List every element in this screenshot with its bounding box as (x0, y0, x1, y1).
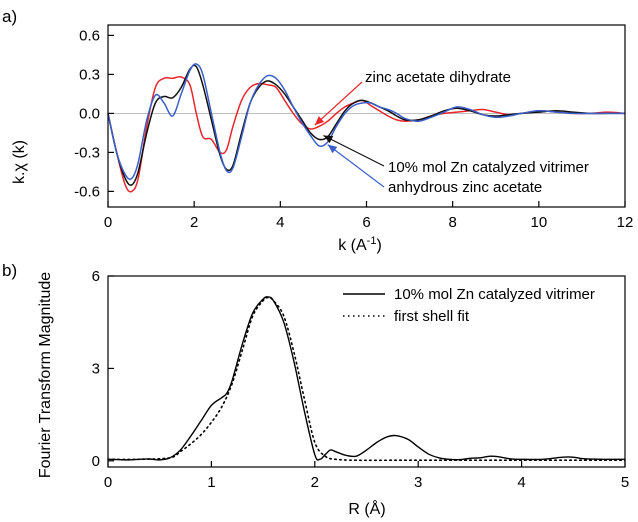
legend-label-vitrimer: 10% mol Zn catalyzed vitrimer (394, 286, 595, 303)
b-y-axis-title: Fourier Transform Magnitude (37, 272, 54, 478)
a-x-tick-label: 8 (448, 214, 456, 231)
a-x-title-end: ) (376, 237, 381, 254)
a-y-tick-label: 0.0 (79, 105, 100, 122)
arrow-dihydrate (314, 81, 363, 126)
a-x-ticks: 0 2 4 6 8 10 12 (104, 201, 634, 231)
b-x-tick-label: 3 (414, 474, 422, 491)
a-y-tick-label: -0.6 (74, 183, 100, 200)
a-x-tick-label: 4 (276, 214, 284, 231)
b-x-ticks: 0 1 2 3 4 5 (104, 461, 629, 491)
a-y-tick-label: -0.3 (74, 144, 100, 161)
b-x-tick-label: 5 (621, 474, 629, 491)
a-y-ticks: -0.6 -0.3 0.0 0.3 0.6 (74, 27, 114, 200)
a-series-group (107, 63, 626, 193)
a-y-axis-title: k.χ (k) (11, 140, 28, 184)
a-annotations: zinc acetate dihydrate 10% mol Zn cataly… (314, 69, 589, 196)
b-x-axis-title: R (Å) (348, 499, 385, 518)
panel-b: b) 0 1 2 3 4 5 0 3 6 Fourier Transform Magnitud… (2, 261, 629, 518)
a-x-title-main: k (A (338, 237, 367, 254)
b-x-tick-label: 1 (207, 474, 215, 491)
arrowhead-dihydrate (314, 116, 325, 126)
a-plot-frame (107, 24, 626, 208)
b-x-tick-label: 0 (104, 474, 112, 491)
b-y-ticks: 0 3 6 (92, 268, 114, 470)
panel-a-label: a) (2, 7, 17, 26)
a-y-tick-label: 0.6 (79, 27, 100, 44)
panel-a: a) 0 2 4 6 8 10 12 -0.6 -0.3 0.0 0.3 0.6 k.χ (k) k… (2, 7, 633, 254)
b-y-tick-label: 6 (92, 268, 100, 285)
a-x-tick-label: 10 (530, 214, 547, 231)
arrowhead-vitrimer (323, 135, 334, 144)
b-series-group (107, 296, 626, 462)
b-series-line-1 (107, 296, 626, 462)
b-legend: 10% mol Zn catalyzed vitrimer first shel… (343, 286, 595, 325)
b-x-tick-label: 4 (517, 474, 525, 491)
b-y-tick-label: 3 (92, 360, 100, 377)
a-x-tick-label: 2 (190, 214, 198, 231)
a-x-tick-label: 0 (104, 214, 112, 231)
a-x-tick-label: 6 (362, 214, 370, 231)
a-x-axis-title: k (A-1) (338, 235, 382, 254)
arrowhead-anhydrous (327, 144, 338, 154)
arrow-vitrimer (323, 134, 385, 167)
a-x-title-sup: -1 (367, 235, 377, 247)
b-x-tick-label: 2 (311, 474, 319, 491)
annotation-zinc-acetate-dihydrate: zinc acetate dihydrate (365, 69, 511, 86)
legend-label-fit: first shell fit (394, 308, 470, 325)
arrow-anhydrous (327, 144, 385, 188)
b-plot-frame (107, 275, 626, 468)
a-y-tick-label: 0.3 (79, 66, 100, 83)
a-series-line-0 (107, 75, 626, 193)
b-y-tick-label: 0 (92, 453, 100, 470)
a-x-tick-label: 12 (617, 214, 634, 231)
a-series-line-2 (107, 63, 625, 180)
annotation-anhydrous-zinc-acetate: anhydrous zinc acetate (388, 179, 542, 196)
annotation-vitrimer: 10% mol Zn catalyzed vitrimer (388, 159, 589, 176)
panel-b-label: b) (2, 261, 17, 280)
b-series-line-0 (107, 296, 626, 461)
